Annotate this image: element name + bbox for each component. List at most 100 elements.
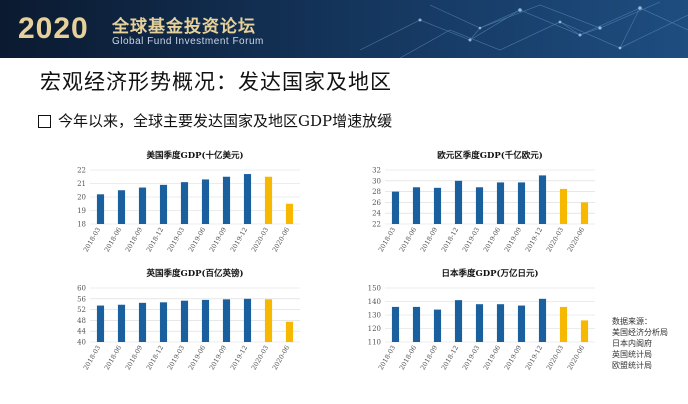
checkbox-bullet-icon (38, 115, 51, 128)
bar (496, 304, 505, 342)
bar (243, 298, 252, 342)
bar (138, 187, 147, 224)
bar (475, 304, 484, 342)
bar (264, 299, 273, 342)
x-tick-label: 2019-09 (208, 226, 228, 253)
bar (412, 187, 421, 224)
bar (517, 182, 526, 224)
bar (391, 306, 400, 342)
y-tick-label: 28 (372, 188, 381, 196)
x-tick-label: 2020-03 (250, 344, 270, 371)
bar (285, 321, 294, 342)
y-tick-label: 22 (372, 221, 381, 229)
x-tick-label: 2018-09 (124, 344, 144, 371)
x-tick-label: 2018-06 (103, 344, 123, 371)
bar (264, 176, 273, 224)
source-line: 欧盟统计局 (612, 361, 652, 370)
y-tick-label: 44 (77, 328, 86, 336)
y-tick-label: 24 (372, 210, 381, 218)
bar (138, 302, 147, 342)
bar (180, 182, 189, 224)
x-tick-label: 2018-06 (398, 344, 418, 371)
x-tick-label: 2018-09 (419, 344, 439, 371)
x-tick-label: 2018-03 (82, 344, 102, 371)
x-tick-label: 2018-12 (440, 344, 460, 371)
data-source-note: 数据来源： 美国经济分析局 日本内阁府 英国统计局 欧盟统计局 (612, 316, 684, 371)
bar (496, 182, 505, 224)
y-tick-label: 20 (77, 194, 86, 202)
bar (222, 299, 231, 342)
x-tick-label: 2020-06 (566, 226, 586, 253)
y-tick-label: 120 (368, 325, 381, 333)
eurozone-gdp-chart: 欧元区季度GDP(千亿欧元) 22 24 26 28 30 32 2018-03 2018-06… (372, 150, 595, 253)
slide-subtitle: 今年以来，全球主要发达国家及地区GDP增速放缓 (58, 112, 393, 130)
bar (538, 175, 547, 224)
x-tick-label: 2019-09 (208, 344, 228, 371)
chart-title: 美国季度GDP(十亿美元) (146, 150, 243, 161)
x-tick-label: 2018-12 (145, 226, 165, 253)
x-tick-label: 2018-06 (103, 226, 123, 253)
forum-name-cn: 全球基金投资论坛 (112, 17, 256, 37)
forum-name-en: Global Fund Investment Forum (112, 36, 264, 47)
bar (580, 320, 589, 342)
x-tick-label: 2019-12 (524, 226, 544, 253)
y-tick-label: 52 (77, 306, 86, 314)
source-line: 数据来源： (612, 317, 652, 326)
x-tick-label: 2019-06 (482, 344, 502, 371)
x-tick-label: 2020-06 (566, 344, 586, 371)
x-tick-label: 2019-06 (187, 226, 207, 253)
bar (117, 304, 126, 342)
bar (559, 188, 568, 224)
bar (159, 302, 168, 342)
x-tick-label: 2019-03 (166, 226, 186, 253)
bar (475, 187, 484, 224)
bar (580, 202, 589, 224)
x-tick-label: 2018-12 (145, 344, 165, 371)
x-tick-label: 2019-03 (461, 226, 481, 253)
bar (433, 309, 442, 342)
x-tick-label: 2019-12 (229, 226, 249, 253)
bar (159, 184, 168, 224)
x-tick-label: 2018-03 (377, 344, 397, 371)
x-tick-label: 2019-03 (461, 344, 481, 371)
y-tick-label: 150 (368, 285, 381, 293)
bar (96, 194, 105, 224)
x-tick-label: 2020-06 (271, 344, 291, 371)
chart-title: 欧元区季度GDP(千亿欧元) (437, 150, 543, 161)
bar (433, 187, 442, 224)
bar (538, 298, 547, 342)
y-tick-label: 110 (368, 339, 381, 347)
x-tick-label: 2020-03 (545, 344, 565, 371)
bar (454, 180, 463, 224)
x-tick-label: 2019-03 (166, 344, 186, 371)
bar (391, 191, 400, 224)
x-tick-label: 2019-06 (482, 226, 502, 253)
bar (454, 300, 463, 342)
x-tick-label: 2020-03 (545, 226, 565, 253)
source-line: 美国经济分析局 (612, 328, 668, 337)
slide-title: 宏观经济形势概况：发达国家及地区 (40, 70, 392, 94)
x-tick-label: 2018-03 (82, 226, 102, 253)
bar (96, 305, 105, 342)
x-tick-label: 2018-09 (124, 226, 144, 253)
chart-title: 英国季度GDP(百亿英镑) (145, 268, 243, 279)
x-tick-label: 2018-12 (440, 226, 460, 253)
y-tick-label: 60 (77, 285, 86, 293)
y-tick-label: 40 (77, 339, 86, 347)
x-tick-label: 2020-06 (271, 226, 291, 253)
bar (559, 306, 568, 342)
y-tick-label: 56 (77, 295, 86, 303)
x-tick-label: 2019-09 (503, 226, 523, 253)
bar (222, 176, 231, 224)
header-year: 2020 (18, 12, 89, 45)
bar (201, 299, 210, 342)
bar (285, 203, 294, 224)
source-line: 日本内阁府 (612, 339, 652, 348)
bar (180, 300, 189, 342)
network-pattern-decoration (0, 0, 688, 58)
x-tick-label: 2018-03 (377, 226, 397, 253)
x-tick-label: 2018-06 (398, 226, 418, 253)
